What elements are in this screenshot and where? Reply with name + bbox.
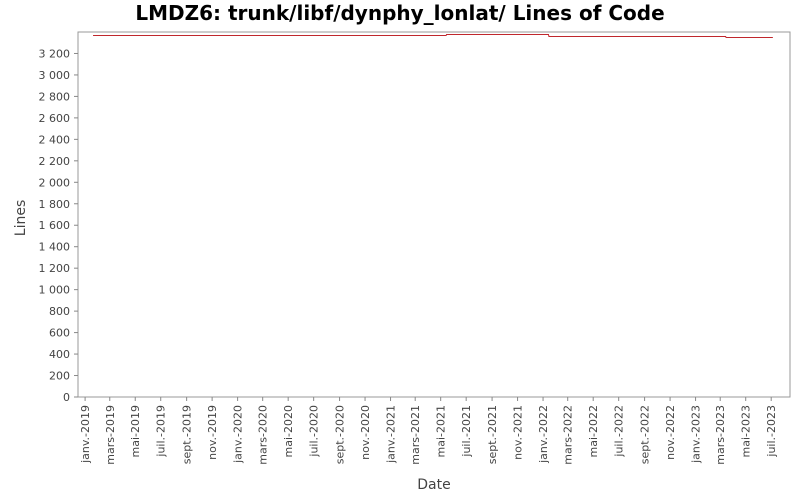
x-tick-label: janv.-2019 [79, 405, 92, 464]
y-tick-label: 2 600 [39, 112, 71, 125]
y-tick-label: 3 000 [39, 69, 71, 82]
plot-area [77, 31, 791, 398]
x-tick-label: mars-2023 [714, 405, 727, 465]
y-tick-label: 1 600 [39, 219, 71, 232]
x-tick-label: janv.-2021 [385, 405, 398, 464]
x-tick-label: juil.-2019 [155, 405, 168, 458]
y-tick-label: 800 [49, 305, 70, 318]
data-line [93, 33, 773, 38]
x-tick-label: mars-2021 [409, 405, 422, 465]
y-tick-label: 1 400 [39, 241, 71, 254]
x-tick-label: juil.-2021 [460, 405, 473, 458]
x-tick-label: nov.-2019 [206, 405, 219, 460]
x-tick-label: nov.-2020 [359, 405, 372, 460]
y-tick-label: 2 200 [39, 155, 71, 168]
x-tick-label: janv.-2020 [232, 405, 245, 464]
x-tick-label: mai-2022 [587, 405, 600, 457]
x-tick-label: sept.-2020 [334, 405, 347, 464]
y-tick-label: 1 000 [39, 284, 71, 297]
x-tick-label: mars-2022 [562, 405, 575, 465]
x-tick-label: mai-2021 [435, 405, 448, 457]
y-tick-label: 600 [49, 327, 70, 340]
y-tick-label: 1 800 [39, 198, 71, 211]
x-tick-label: mai-2023 [740, 405, 753, 457]
x-tick-label: sept.-2022 [639, 405, 652, 464]
x-tick-label: juil.-2020 [308, 405, 321, 458]
x-tick-label: mai-2020 [282, 405, 295, 457]
x-tick-label: sept.-2021 [486, 405, 499, 464]
x-axis-title: Date [417, 477, 450, 493]
x-tick-label: janv.-2022 [537, 405, 550, 464]
chart-title: LMDZ6: trunk/libf/dynphy_lonlat/ Lines o… [135, 1, 664, 25]
x-tick-label: janv.-2023 [690, 405, 703, 464]
y-tick-label: 3 200 [39, 47, 71, 60]
x-tick-label: juil.-2022 [613, 405, 626, 458]
y-tick-label: 400 [49, 348, 70, 361]
x-tick-label: mars-2020 [257, 405, 270, 465]
y-tick-label: 200 [49, 370, 70, 383]
x-tick-label: sept.-2019 [181, 405, 194, 464]
x-tick-label: juil.-2023 [765, 405, 778, 458]
y-tick-label: 2 000 [39, 176, 71, 189]
y-tick-label: 1 200 [39, 262, 71, 275]
x-tick-label: mars-2019 [104, 405, 117, 465]
x-tick-label: nov.-2021 [512, 405, 525, 460]
y-axis-title: Lines [13, 200, 29, 236]
y-tick-label: 0 [63, 391, 70, 404]
y-tick-label: 2 800 [39, 90, 71, 103]
x-tick-label: mai-2019 [129, 405, 142, 457]
x-tick-label: nov.-2022 [664, 405, 677, 460]
y-tick-label: 2 400 [39, 133, 71, 146]
